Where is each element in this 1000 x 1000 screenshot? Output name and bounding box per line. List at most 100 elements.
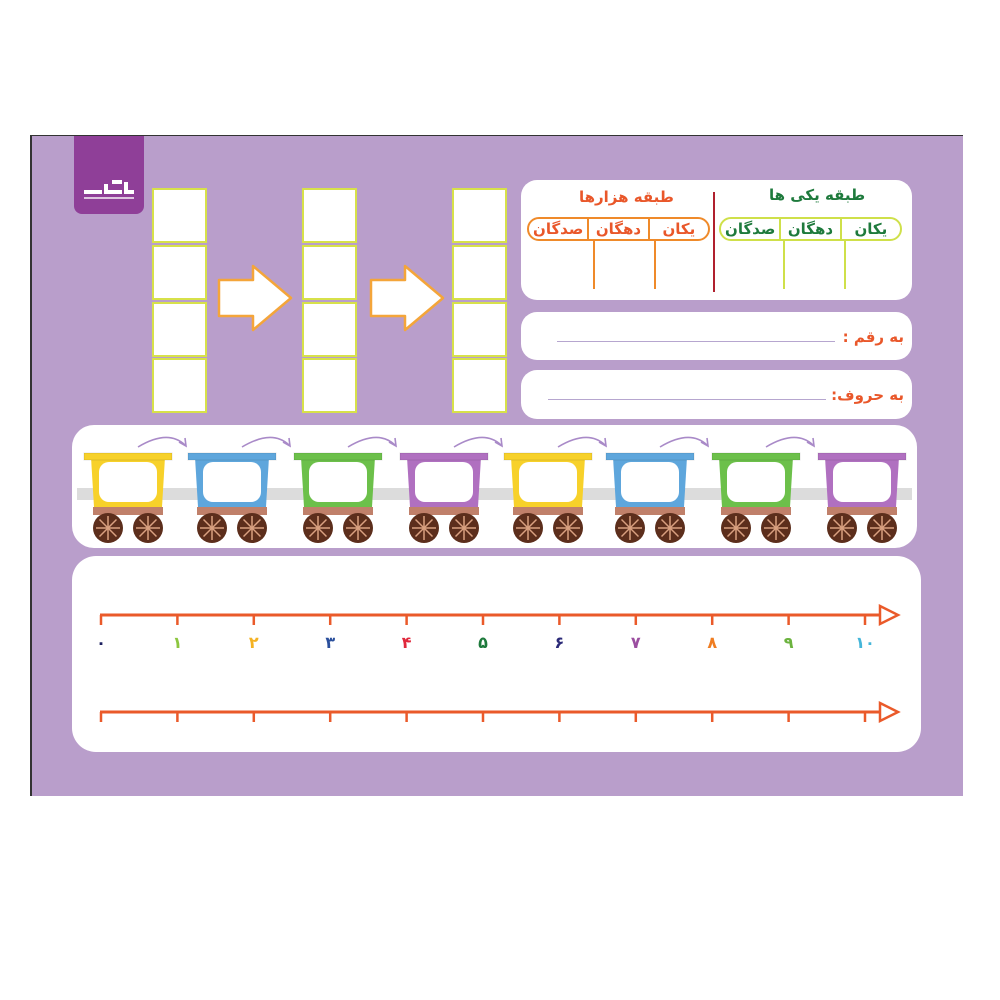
wagon-base [721, 507, 791, 515]
tick-label: ۸ [707, 633, 717, 652]
wagon-base [197, 507, 267, 515]
digit-box[interactable] [302, 358, 357, 413]
tick-label: ۹ [784, 633, 794, 652]
digit-box[interactable] [302, 245, 357, 300]
wheel-spoke [558, 518, 578, 538]
wagon [605, 452, 695, 543]
tick-label: ۱۰ [855, 633, 875, 652]
wagon-window [309, 462, 367, 502]
wagon-window [415, 462, 473, 502]
digit-box[interactable] [452, 358, 507, 413]
arrow-head-icon [878, 603, 901, 627]
tick-label: ۰ [96, 633, 106, 652]
digits-answer-line[interactable] [557, 341, 835, 342]
wagon-base [303, 507, 373, 515]
wheel-spoke [348, 518, 368, 538]
arrow-right-icon [369, 264, 445, 332]
digit-box[interactable] [302, 188, 357, 243]
coupling-bar [77, 488, 912, 500]
logo [74, 136, 144, 214]
tick-label: ۶ [555, 633, 565, 652]
words-label: به حروف: [831, 386, 904, 404]
tick-label: ۱ [173, 633, 183, 652]
wagon-window [519, 462, 577, 502]
class-divider [713, 192, 715, 292]
curved-arrow-icon [241, 436, 290, 448]
column-ones: یکان [854, 220, 888, 238]
wagon-window [99, 462, 157, 502]
wheel-spoke [726, 518, 746, 538]
digit-box[interactable] [152, 188, 207, 243]
wagon-roof [817, 452, 907, 461]
wagon-base [615, 507, 685, 515]
number-lines: ۰ ۱ ۲ ۳ ۴ ۵ ۶ ۷ ۸ ۹ ۱۰ [96, 603, 901, 724]
wheel-spoke [454, 518, 474, 538]
arrow-head [700, 437, 709, 448]
wheel-spoke [242, 518, 262, 538]
curved-arrow-icon [659, 436, 708, 448]
column-hundreds: صدگان [529, 219, 590, 239]
arrow-right-icon [217, 264, 293, 332]
tick-label: ۲ [249, 633, 259, 652]
digit-box[interactable] [452, 245, 507, 300]
wheel-spoke [872, 518, 892, 538]
column-hundreds: صدگان [721, 219, 782, 239]
curved-arrow-icon [137, 436, 186, 448]
digit-box[interactable] [452, 188, 507, 243]
wagon [187, 452, 277, 543]
wheel-spoke [660, 518, 680, 538]
wagon-roof [83, 452, 173, 461]
wagon-window [833, 462, 891, 502]
column-divider [654, 241, 656, 289]
wagon [503, 452, 593, 543]
train [77, 436, 912, 543]
digit-box[interactable] [152, 302, 207, 357]
digit-box[interactable] [152, 358, 207, 413]
column-tens: دهگان [589, 219, 650, 239]
ones-title: طبقه یکی ها [769, 186, 866, 204]
digit-box[interactable] [152, 245, 207, 300]
curved-arrow-icon [453, 436, 502, 448]
wagon [399, 452, 489, 543]
wagon-base [827, 507, 897, 515]
tick-label: ۵ [478, 633, 488, 652]
thousands-columns-header: یکان دهگان صدگان [527, 217, 710, 241]
tick-label: ۷ [631, 633, 641, 652]
logo-mark [84, 180, 134, 199]
wheel-spoke [98, 518, 118, 538]
ones-columns-header: یکان دهگان صدگان [719, 217, 902, 241]
digits-answer-row: به رقم : [521, 312, 912, 360]
wagon [817, 452, 907, 543]
tick-label: ۳ [325, 633, 335, 652]
arrow-head [282, 437, 291, 448]
arrow-head [494, 437, 503, 448]
wagon [293, 452, 383, 543]
wagon-roof [503, 452, 593, 461]
wheel-spoke [620, 518, 640, 538]
arrow-head [178, 437, 187, 448]
curved-arrow-icon [765, 436, 814, 448]
wagon [83, 452, 173, 543]
tick-label: ۴ [402, 633, 412, 652]
column-divider [783, 241, 785, 289]
arrow-head [806, 437, 815, 448]
wheel-spoke [766, 518, 786, 538]
digit-box[interactable] [302, 302, 357, 357]
arrow-head [388, 437, 397, 448]
wheel-spoke [414, 518, 434, 538]
digit-box[interactable] [452, 302, 507, 357]
words-answer-line[interactable] [548, 399, 826, 400]
column-divider [593, 241, 595, 289]
wagon [711, 452, 801, 543]
words-answer-row: به حروف: [521, 370, 912, 419]
wheel-spoke [518, 518, 538, 538]
wagon-roof [293, 452, 383, 461]
wheel-spoke [202, 518, 222, 538]
wagon-window [203, 462, 261, 502]
wagon-window [621, 462, 679, 502]
place-value-table: طبقه هزارها طبقه یکی ها یکان دهگان صدگان… [521, 180, 912, 300]
column-divider [844, 241, 846, 289]
curved-arrow-icon [347, 436, 396, 448]
wheel-spoke [832, 518, 852, 538]
train-panel [72, 425, 917, 548]
